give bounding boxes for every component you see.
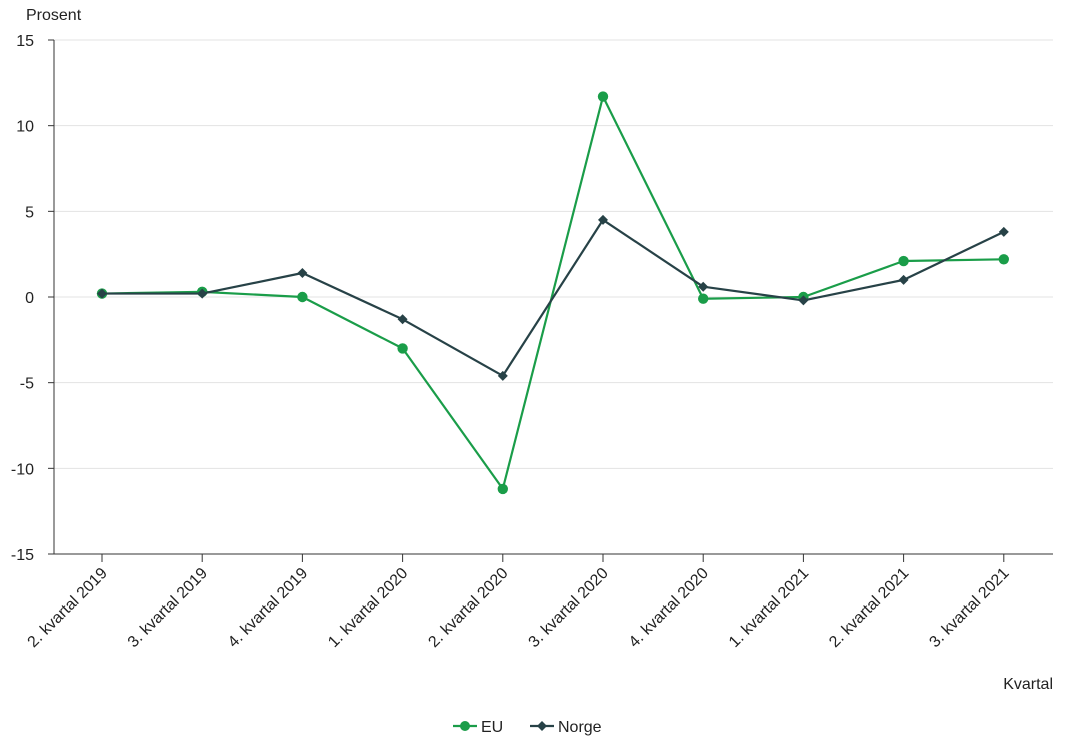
- x-axis-ticks: 2. kvartal 2019 3. kvartal 2019 4. kvartal…: [25, 554, 1013, 651]
- data-point: [698, 281, 709, 292]
- x-axis-title: Kvartal: [1003, 676, 1053, 693]
- data-point: [497, 483, 508, 495]
- x-tick-label: 2. kvartal 2020: [425, 565, 511, 651]
- data-point: [497, 370, 508, 381]
- y-tick-label: -15: [11, 547, 34, 564]
- data-point: [397, 314, 408, 325]
- legend-marker: [537, 721, 547, 731]
- data-point: [898, 255, 909, 267]
- y-axis-title: Prosent: [26, 7, 82, 24]
- series-eu: [96, 91, 1009, 495]
- x-tick-label: 4. kvartal 2020: [626, 565, 712, 651]
- y-tick-label: 0: [25, 290, 34, 307]
- data-point: [297, 291, 308, 303]
- legend-item-eu: EU: [453, 719, 503, 736]
- x-tick-label: 2. kvartal 2019: [25, 565, 111, 651]
- data-point: [297, 268, 308, 279]
- series-norge: [97, 214, 1009, 381]
- data-point: [197, 288, 208, 299]
- legend-marker: [460, 721, 470, 731]
- y-tick-label: -10: [11, 461, 34, 478]
- data-point: [998, 226, 1009, 237]
- x-tick-label: 2. kvartal 2021: [826, 565, 912, 651]
- x-tick-label: 4. kvartal 2019: [225, 565, 311, 651]
- legend-label: EU: [481, 719, 503, 736]
- data-point: [998, 254, 1009, 265]
- legend-label: Norge: [558, 719, 602, 736]
- gridlines: [54, 39, 1053, 469]
- y-axis-ticks: 15 10 5 0 -5 -10 -15: [11, 33, 54, 564]
- data-point: [798, 295, 809, 306]
- data-point: [698, 293, 709, 304]
- data-point: [598, 214, 608, 225]
- x-tick-label: 3. kvartal 2021: [926, 565, 1012, 651]
- series-line: [101, 95, 1004, 490]
- data-point: [397, 343, 408, 354]
- y-tick-label: 15: [16, 33, 34, 50]
- series-line: [102, 218, 1005, 377]
- y-tick-label: -5: [20, 376, 34, 393]
- data-point: [97, 288, 107, 299]
- data-point: [898, 274, 909, 285]
- y-tick-label: 5: [25, 204, 34, 221]
- data-point: [597, 91, 609, 102]
- y-tick-label: 10: [16, 119, 34, 136]
- series-group: [96, 91, 1009, 495]
- legend-item-norge: Norge: [530, 719, 602, 736]
- x-tick-label: 3. kvartal 2019: [125, 565, 211, 651]
- legend: EU Norge: [453, 719, 602, 736]
- x-tick-label: 1. kvartal 2021: [726, 565, 812, 651]
- x-tick-label: 1. kvartal 2020: [325, 565, 411, 651]
- x-tick-label: 3. kvartal 2020: [526, 565, 612, 651]
